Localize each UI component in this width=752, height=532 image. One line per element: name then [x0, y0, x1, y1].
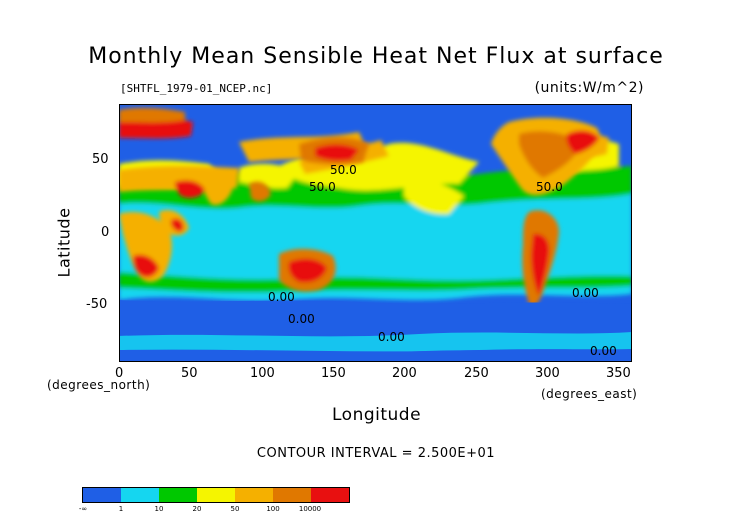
colorbar-swatch [83, 488, 121, 502]
colorbar-swatch [311, 488, 349, 502]
colorbar-label: 10 [154, 505, 164, 513]
x-tick-label: 200 [392, 366, 417, 381]
colorbar-label: 1 [118, 505, 124, 513]
x-tick-label: 300 [535, 366, 560, 381]
units-label: (units:W/m^2) [534, 80, 644, 96]
contour-label: 0.00 [572, 286, 599, 300]
x-tick-label: 250 [464, 366, 489, 381]
y-axis-title: Latitude [54, 207, 74, 278]
y-axis-unit: (degrees_north) [47, 378, 151, 392]
x-tick-label: 50 [181, 366, 198, 381]
colorbar-swatch [235, 488, 273, 502]
colorbar-label: -∞ [78, 505, 88, 513]
colorbar-swatch [273, 488, 311, 502]
x-tick-label: 350 [606, 366, 631, 381]
colorbar-swatch [121, 488, 159, 502]
colorbar-label: 10000 [298, 505, 322, 513]
file-label: [SHTFL_1979-01_NCEP.nc] [120, 82, 273, 95]
colorbar [82, 487, 350, 503]
colorbar-label: 50 [230, 505, 240, 513]
contour-label: 0.00 [378, 330, 405, 344]
contour-label: 0.00 [590, 344, 617, 358]
x-tick-label: 0 [115, 366, 124, 381]
y-tick-label: 0 [101, 225, 110, 240]
plot-title: Monthly Mean Sensible Heat Net Flux at s… [88, 44, 664, 69]
contour-label: 0.00 [268, 290, 295, 304]
contour-label: 0.00 [288, 312, 315, 326]
contour-label: 50.0 [536, 180, 563, 194]
x-tick-label: 150 [321, 366, 346, 381]
x-axis-unit: (degrees_east) [541, 387, 638, 401]
colorbar-label: 100 [266, 505, 280, 513]
colorbar-swatch [197, 488, 235, 502]
x-tick-label: 100 [250, 366, 275, 381]
contour-label: 50.0 [330, 163, 357, 177]
contour-interval-note: CONTOUR INTERVAL = 2.500E+01 [256, 446, 496, 461]
y-tick-label: -50 [86, 297, 108, 312]
colorbar-label: 20 [192, 505, 202, 513]
colorbar-swatch [159, 488, 197, 502]
contour-label: 50.0 [309, 180, 336, 194]
y-tick-label: 50 [92, 152, 109, 167]
flux-map [119, 104, 632, 362]
x-axis-title: Longitude [332, 405, 422, 425]
